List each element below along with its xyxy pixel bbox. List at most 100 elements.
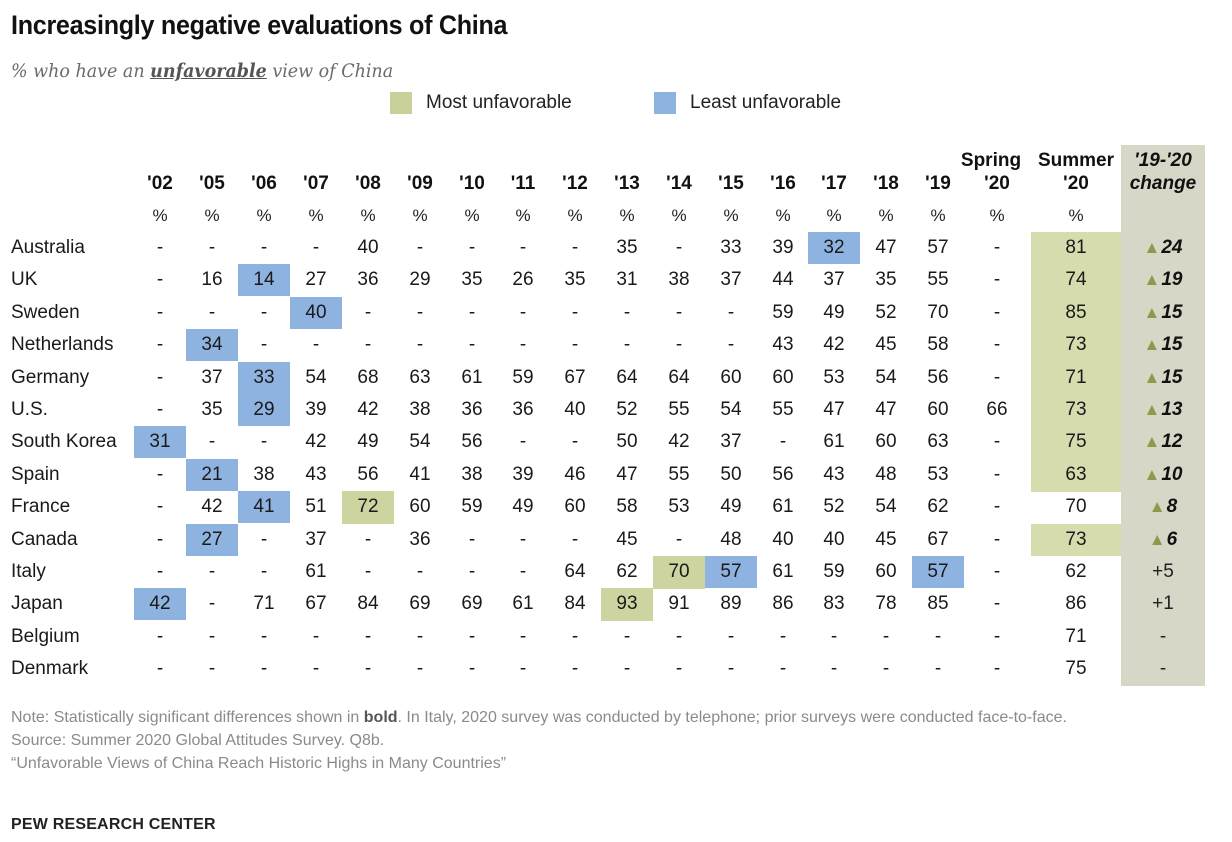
table-cell: 69 [409, 593, 431, 615]
column-header: '05 [199, 173, 225, 194]
table-cell: 42 [201, 496, 223, 518]
table-cell: 78 [875, 593, 897, 615]
table-cell: - [727, 301, 735, 323]
table-cell: 35 [461, 269, 483, 291]
up-triangle-icon: ▲ [1148, 497, 1166, 517]
table-cell: 40 [772, 528, 794, 550]
highlight-most-unfavorable [1031, 329, 1121, 363]
table-cell: - [882, 625, 890, 647]
table-cell: - [468, 528, 476, 550]
table-cell: - [519, 658, 527, 680]
unit-label: % [204, 206, 220, 225]
table-cell: - [519, 528, 527, 550]
change-value: - [1159, 625, 1167, 647]
org-name: PEW RESEARCH CENTER [11, 816, 216, 833]
table-cell: 61 [461, 366, 483, 388]
table-cell: - [779, 625, 787, 647]
table-cell: 43 [823, 463, 845, 485]
table-cell: 54 [720, 399, 742, 420]
column-header: '07 [303, 173, 329, 194]
table-cell: - [468, 658, 476, 680]
table-cell: 54 [409, 431, 431, 453]
table-cell: 71 [253, 593, 275, 615]
column-header: '20 [984, 173, 1010, 194]
table-cell: - [364, 334, 372, 356]
table-cell: - [468, 334, 476, 356]
table-cell: - [312, 334, 320, 356]
change-cell: ▲13 [1121, 394, 1205, 426]
table-cell: - [312, 237, 320, 258]
table-cell: - [934, 625, 942, 647]
table-cell: - [156, 334, 164, 356]
table-cell: 27 [201, 528, 223, 550]
unit-label: % [619, 206, 635, 225]
table-cell: - [623, 334, 631, 356]
highlight-most-unfavorable [1031, 361, 1121, 395]
table-cell: 33 [253, 366, 275, 388]
table-cell: 64 [668, 366, 690, 388]
highlight-most-unfavorable [1031, 523, 1121, 557]
table-cell: - [623, 301, 631, 323]
highlight-least-unfavorable [912, 556, 964, 588]
table-cell: - [468, 301, 476, 323]
row-label-country: U.S. [11, 399, 48, 420]
table-cell: 52 [875, 301, 897, 323]
column-header: '02 [147, 173, 173, 194]
table-cell: - [993, 463, 1001, 485]
table-cell: 35 [201, 399, 223, 420]
change-cell: ▲19 [1121, 264, 1205, 296]
table-cell: 54 [305, 366, 327, 388]
table-cell: 29 [409, 269, 431, 291]
table-cell: 56 [461, 431, 483, 453]
table-cell: 38 [668, 269, 690, 291]
table-cell: 55 [668, 463, 690, 485]
unit-label: % [878, 206, 894, 225]
table-cell: - [208, 593, 216, 615]
table-cell: 42 [668, 431, 690, 453]
change-value: 15 [1161, 366, 1183, 388]
table-cell: 61 [823, 431, 845, 453]
highlight-least-unfavorable [186, 458, 238, 491]
table-cell: 73 [1065, 528, 1087, 550]
table-cell: - [468, 237, 476, 258]
table-cell: 47 [823, 399, 845, 420]
table-cell: 58 [927, 334, 949, 356]
table-cell: - [993, 431, 1001, 453]
table-cell: - [675, 625, 683, 647]
change-cell: - [1121, 653, 1205, 685]
table-cell: 41 [253, 496, 275, 518]
table-cell: 40 [357, 237, 379, 258]
table-cell: 75 [1065, 658, 1087, 680]
subtitle-post: view of China [266, 60, 394, 82]
table-cell: 60 [409, 496, 431, 518]
footnotes: Note: Statistically significant differen… [11, 706, 1171, 775]
highlight-least-unfavorable [705, 556, 757, 588]
column-header: '15 [718, 173, 744, 194]
table-cell: - [571, 528, 579, 550]
highlight-least-unfavorable [134, 426, 186, 459]
row-label-country: Denmark [11, 658, 89, 680]
table-cell: 73 [1065, 399, 1087, 420]
column-header: '06 [251, 173, 277, 194]
unit-label: % [256, 206, 272, 225]
table-cell: 59 [823, 561, 845, 582]
table-cell: 31 [149, 431, 171, 453]
table-cell: 37 [201, 366, 223, 388]
table-cell: 60 [564, 496, 586, 518]
table-cell: - [208, 237, 216, 258]
chart-title: Increasingly negative evaluations of Chi… [11, 10, 508, 40]
table-cell: - [156, 528, 164, 550]
legend-swatch-most [390, 92, 412, 114]
unit-label: % [360, 206, 376, 225]
row-label-country: Italy [11, 561, 46, 582]
highlight-most-unfavorable [1031, 264, 1121, 298]
change-value: 24 [1161, 237, 1183, 258]
table-cell: 86 [772, 593, 794, 615]
table-cell: - [519, 625, 527, 647]
legend-label-most: Most unfavorable [426, 92, 572, 113]
table-cell: 49 [357, 431, 379, 453]
table-cell: - [675, 301, 683, 323]
highlight-most-unfavorable [653, 556, 705, 589]
table-cell: 57 [927, 237, 949, 258]
table-cell: 85 [1065, 301, 1087, 323]
